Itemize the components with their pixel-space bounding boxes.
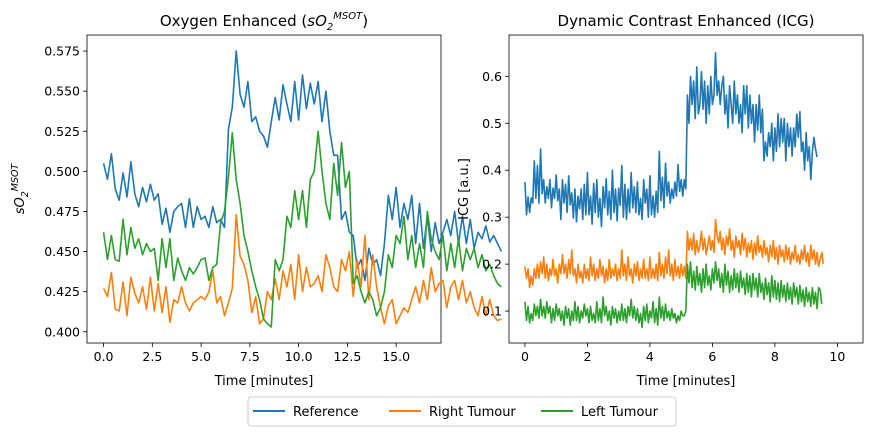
- plot-frame: [508, 34, 864, 344]
- x-tick-label: 5.0: [191, 349, 211, 364]
- legend: Reference Right Tumour Left Tumour: [247, 396, 677, 427]
- x-axis-label: Time [minutes]: [214, 374, 314, 389]
- line-group: [524, 52, 825, 329]
- series-line-left-tumour: [524, 260, 823, 329]
- x-tick-label: 8: [771, 349, 779, 364]
- chart-title: Dynamic Contrast Enhanced (ICG): [558, 12, 815, 30]
- y-tick-label: 0.500: [44, 164, 80, 179]
- y-tick-label: 0.5: [482, 116, 502, 131]
- x-axis-label: Time [minutes]: [636, 374, 736, 389]
- x-tick-label: 6: [708, 349, 716, 364]
- legend-label-left-tumour: Left Tumour: [581, 405, 659, 420]
- series-line-right-tumour: [102, 213, 502, 325]
- x-tick-label: 0: [521, 349, 529, 364]
- plot-frame: [86, 34, 442, 344]
- x-tick-label: 15.0: [382, 349, 410, 364]
- series-line-left-tumour: [102, 130, 502, 328]
- y-axis-label: ICG [a.u.]: [457, 158, 472, 220]
- series-line-reference: [524, 52, 818, 228]
- y-tick-label: 0.425: [44, 284, 80, 299]
- y-tick-label: 0.1: [482, 304, 502, 319]
- x-tick-label: 7.5: [240, 349, 260, 364]
- x-tick-label: 10.0: [285, 349, 313, 364]
- legend-label-reference: Reference: [293, 405, 358, 420]
- series-line-right-tumour: [524, 218, 825, 289]
- x-tick-label: 12.5: [333, 349, 361, 364]
- dce-icg-chart: Dynamic Contrast Enhanced (ICG) 0 2 4 6 8 100…: [457, 12, 864, 389]
- y-tick-label: 0.4: [482, 163, 502, 178]
- oxygen-enhanced-chart: Oxygen Enhanced (sO2MSOT) 0.0 2.5 5.0 7.5 10…: [10, 11, 503, 389]
- legend-label-right-tumour: Right Tumour: [429, 405, 516, 420]
- x-tick-label: 2.5: [142, 349, 162, 364]
- y-tick-label: 0.550: [44, 84, 80, 99]
- legend-box: [247, 396, 677, 427]
- chart-title: Oxygen Enhanced (sO2MSOT): [160, 11, 368, 33]
- y-tick-label: 0.475: [44, 204, 80, 219]
- y-tick-label: 0.400: [44, 324, 80, 339]
- y-axis-label: sO2MSOT: [10, 163, 31, 215]
- y-tick-label: 0.525: [44, 124, 80, 139]
- x-tick-label: 4: [646, 349, 654, 364]
- line-group: [102, 50, 503, 328]
- y-tick-label: 0.450: [44, 244, 80, 259]
- tick-group: 0 2 4 6 8 10 0.1 0.2 0.3 0.4 0.5 0.6: [482, 69, 845, 364]
- y-tick-label: 0.575: [44, 44, 80, 59]
- x-tick-label: 0.0: [94, 349, 114, 364]
- x-tick-label: 10: [829, 349, 845, 364]
- x-tick-label: 2: [583, 349, 591, 364]
- y-tick-label: 0.6: [482, 69, 502, 84]
- y-tick-label: 0.3: [482, 210, 502, 225]
- series-line-reference: [102, 50, 503, 282]
- tick-group: 0.0 2.5 5.0 7.5 10.0 12.5 15.0 0.400 0.425 0.450 0…: [44, 44, 410, 364]
- y-tick-label: 0.2: [482, 257, 502, 272]
